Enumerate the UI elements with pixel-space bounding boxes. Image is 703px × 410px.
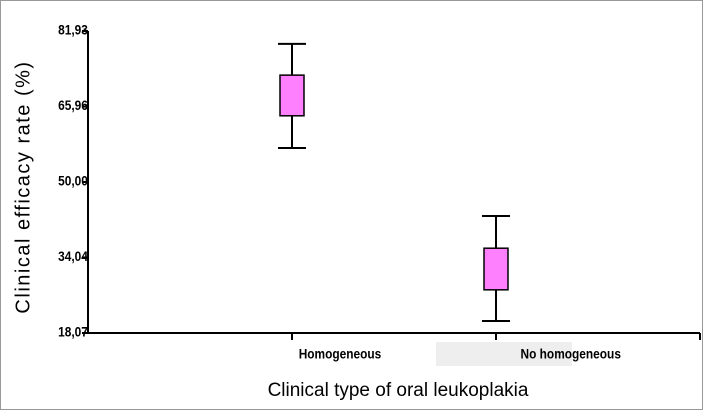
y-tick-label: 81,93 [58,22,88,38]
label-background [436,342,572,366]
box [483,247,509,291]
x-axis-title: Clinical type of oral leukoplakia [268,380,529,401]
y-tick-label: 34,04 [58,248,88,264]
x-tick-label: Homogeneous [299,346,382,362]
y-tick-label: 50,00 [58,173,88,189]
y-axis-title: Clinical efficacy rate (%) [12,60,34,313]
box [279,74,305,117]
y-tick-label: 18,07 [58,324,88,340]
x-tick-label: No homogeneous [521,346,621,362]
y-tick-label: 65,96 [58,97,88,113]
